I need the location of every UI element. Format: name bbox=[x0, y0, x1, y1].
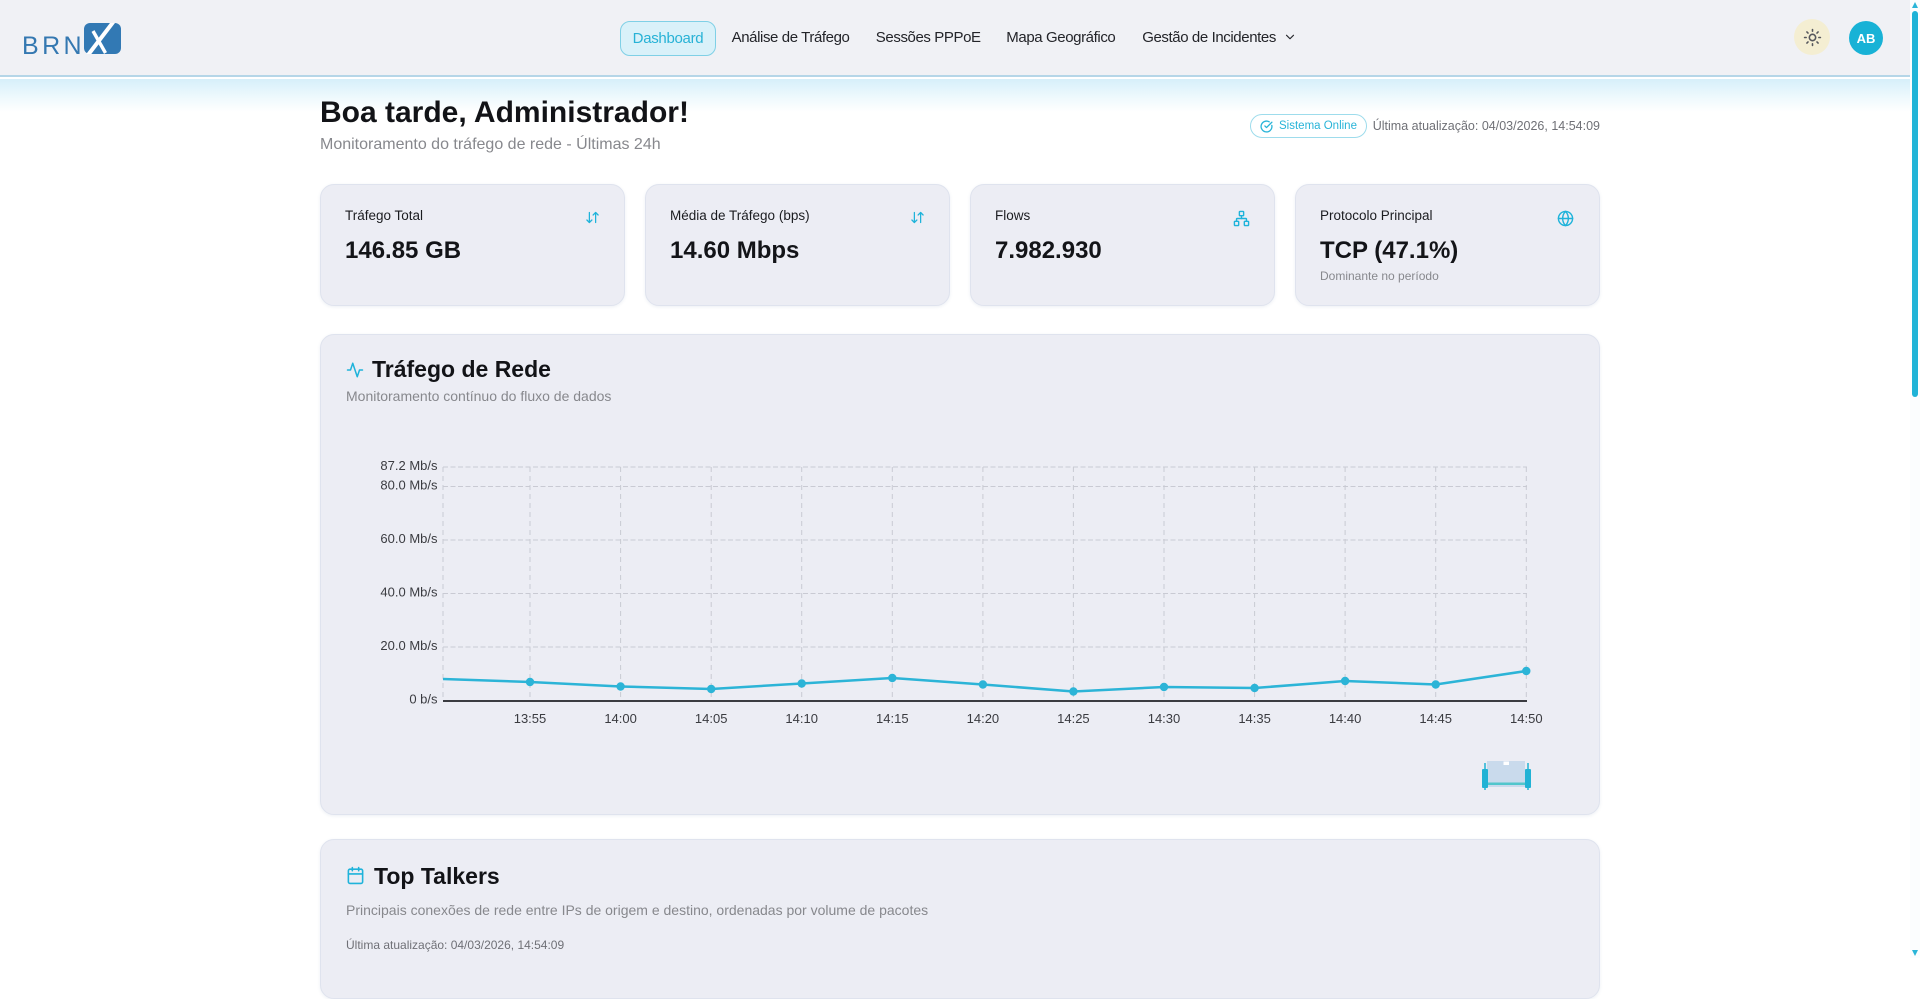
svg-text:14:05: 14:05 bbox=[695, 711, 728, 726]
svg-text:14:10: 14:10 bbox=[785, 711, 818, 726]
svg-text:40.0 Mb/s: 40.0 Mb/s bbox=[380, 585, 438, 600]
svg-text:14:45: 14:45 bbox=[1419, 711, 1452, 726]
svg-text:20.0 Mb/s: 20.0 Mb/s bbox=[380, 638, 438, 653]
svg-text:14:15: 14:15 bbox=[876, 711, 909, 726]
svg-text:14:20: 14:20 bbox=[967, 711, 1000, 726]
svg-text:0 b/s: 0 b/s bbox=[409, 692, 438, 707]
svg-text:14:25: 14:25 bbox=[1057, 711, 1090, 726]
svg-text:13:55: 13:55 bbox=[514, 711, 547, 726]
svg-text:14:30: 14:30 bbox=[1148, 711, 1181, 726]
svg-text:14:40: 14:40 bbox=[1329, 711, 1362, 726]
svg-text:60.0 Mb/s: 60.0 Mb/s bbox=[380, 531, 438, 546]
svg-text:80.0 Mb/s: 80.0 Mb/s bbox=[380, 478, 438, 493]
svg-text:87.2 Mb/s: 87.2 Mb/s bbox=[380, 458, 438, 473]
svg-text:14:00: 14:00 bbox=[604, 711, 637, 726]
svg-text:14:50: 14:50 bbox=[1510, 711, 1543, 726]
svg-text:14:35: 14:35 bbox=[1238, 711, 1271, 726]
